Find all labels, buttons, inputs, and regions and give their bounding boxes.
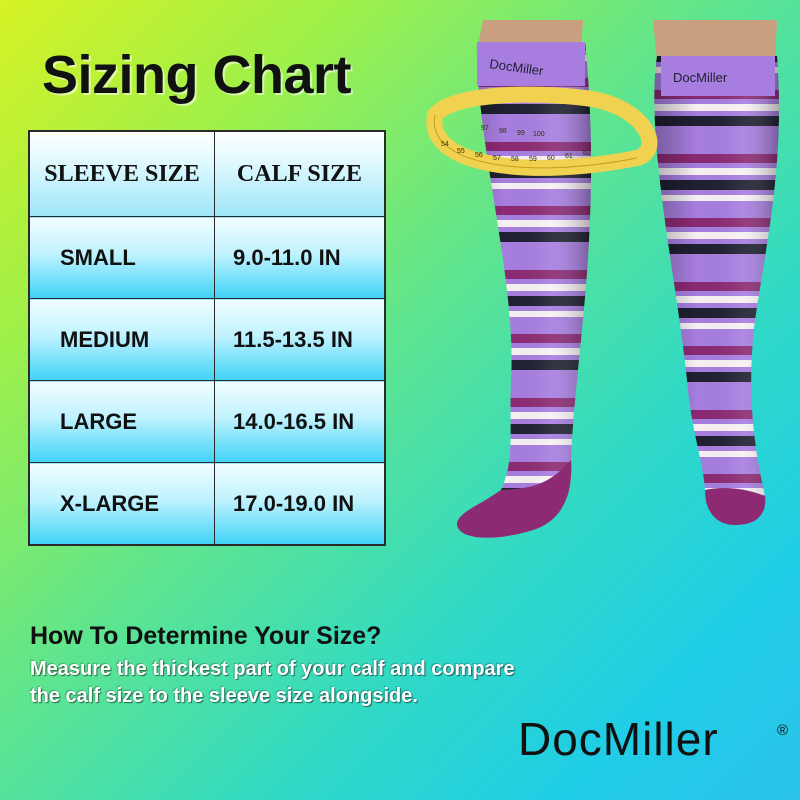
table-row: SMALL 9.0-11.0 IN — [28, 216, 386, 299]
table-row: MEDIUM 11.5-13.5 IN — [28, 298, 386, 381]
svg-text:99: 99 — [517, 130, 525, 137]
sizing-table: SLEEVE SIZE CALF SIZE SMALL 9.0-11.0 IN … — [28, 130, 386, 546]
brand-logo: DocMiller — [518, 713, 719, 765]
measuring-tape: 54 55 56 57 58 59 60 61 62 97 98 99 100 — [426, 86, 658, 176]
sleeve-size-cell: LARGE — [28, 380, 215, 463]
svg-text:98: 98 — [499, 128, 507, 135]
calf-size-cell: 14.0-16.5 IN — [214, 380, 386, 463]
svg-text:100: 100 — [533, 131, 545, 138]
right-leg: DocMiller — [653, 20, 779, 525]
table-row: LARGE 14.0-16.5 IN — [28, 380, 386, 463]
sleeve-size-cell: X-LARGE — [28, 462, 215, 546]
svg-text:62: 62 — [583, 150, 591, 157]
svg-text:55: 55 — [457, 148, 465, 155]
calf-size-cell: 9.0-11.0 IN — [214, 216, 386, 299]
table-row: X-LARGE 17.0-19.0 IN — [28, 462, 386, 546]
how-to-title: How To Determine Your Size? — [30, 622, 382, 650]
svg-text:58: 58 — [511, 156, 519, 163]
registered-mark: ® — [777, 722, 789, 739]
sleeve-size-cell: SMALL — [28, 216, 215, 299]
page-title: Sizing Chart — [42, 45, 352, 105]
svg-text:57: 57 — [493, 155, 501, 162]
column-header-sleeve-size: SLEEVE SIZE — [28, 130, 215, 217]
how-to-instructions: Measure the thickest part of your calf a… — [30, 656, 590, 710]
svg-text:97: 97 — [481, 125, 489, 132]
calf-size-cell: 17.0-19.0 IN — [214, 462, 386, 546]
compression-socks-photo: DocMiller DocMiller 54 55 56 57 58 59 60… — [426, 20, 779, 538]
svg-text:60: 60 — [547, 155, 555, 162]
svg-text:61: 61 — [565, 153, 573, 160]
sleeve-size-cell: MEDIUM — [28, 298, 215, 381]
how-to-line-2: the calf size to the sleeve size alongsi… — [30, 685, 418, 707]
svg-text:DocMiller: DocMiller — [673, 70, 728, 85]
column-header-calf-size: CALF SIZE — [214, 130, 386, 217]
how-to-line-1: Measure the thickest part of your calf a… — [30, 658, 515, 680]
calf-size-cell: 11.5-13.5 IN — [214, 298, 386, 381]
table-header-row: SLEEVE SIZE CALF SIZE — [28, 130, 386, 217]
svg-text:54: 54 — [441, 141, 449, 148]
svg-text:59: 59 — [529, 156, 537, 163]
svg-text:56: 56 — [475, 152, 483, 159]
